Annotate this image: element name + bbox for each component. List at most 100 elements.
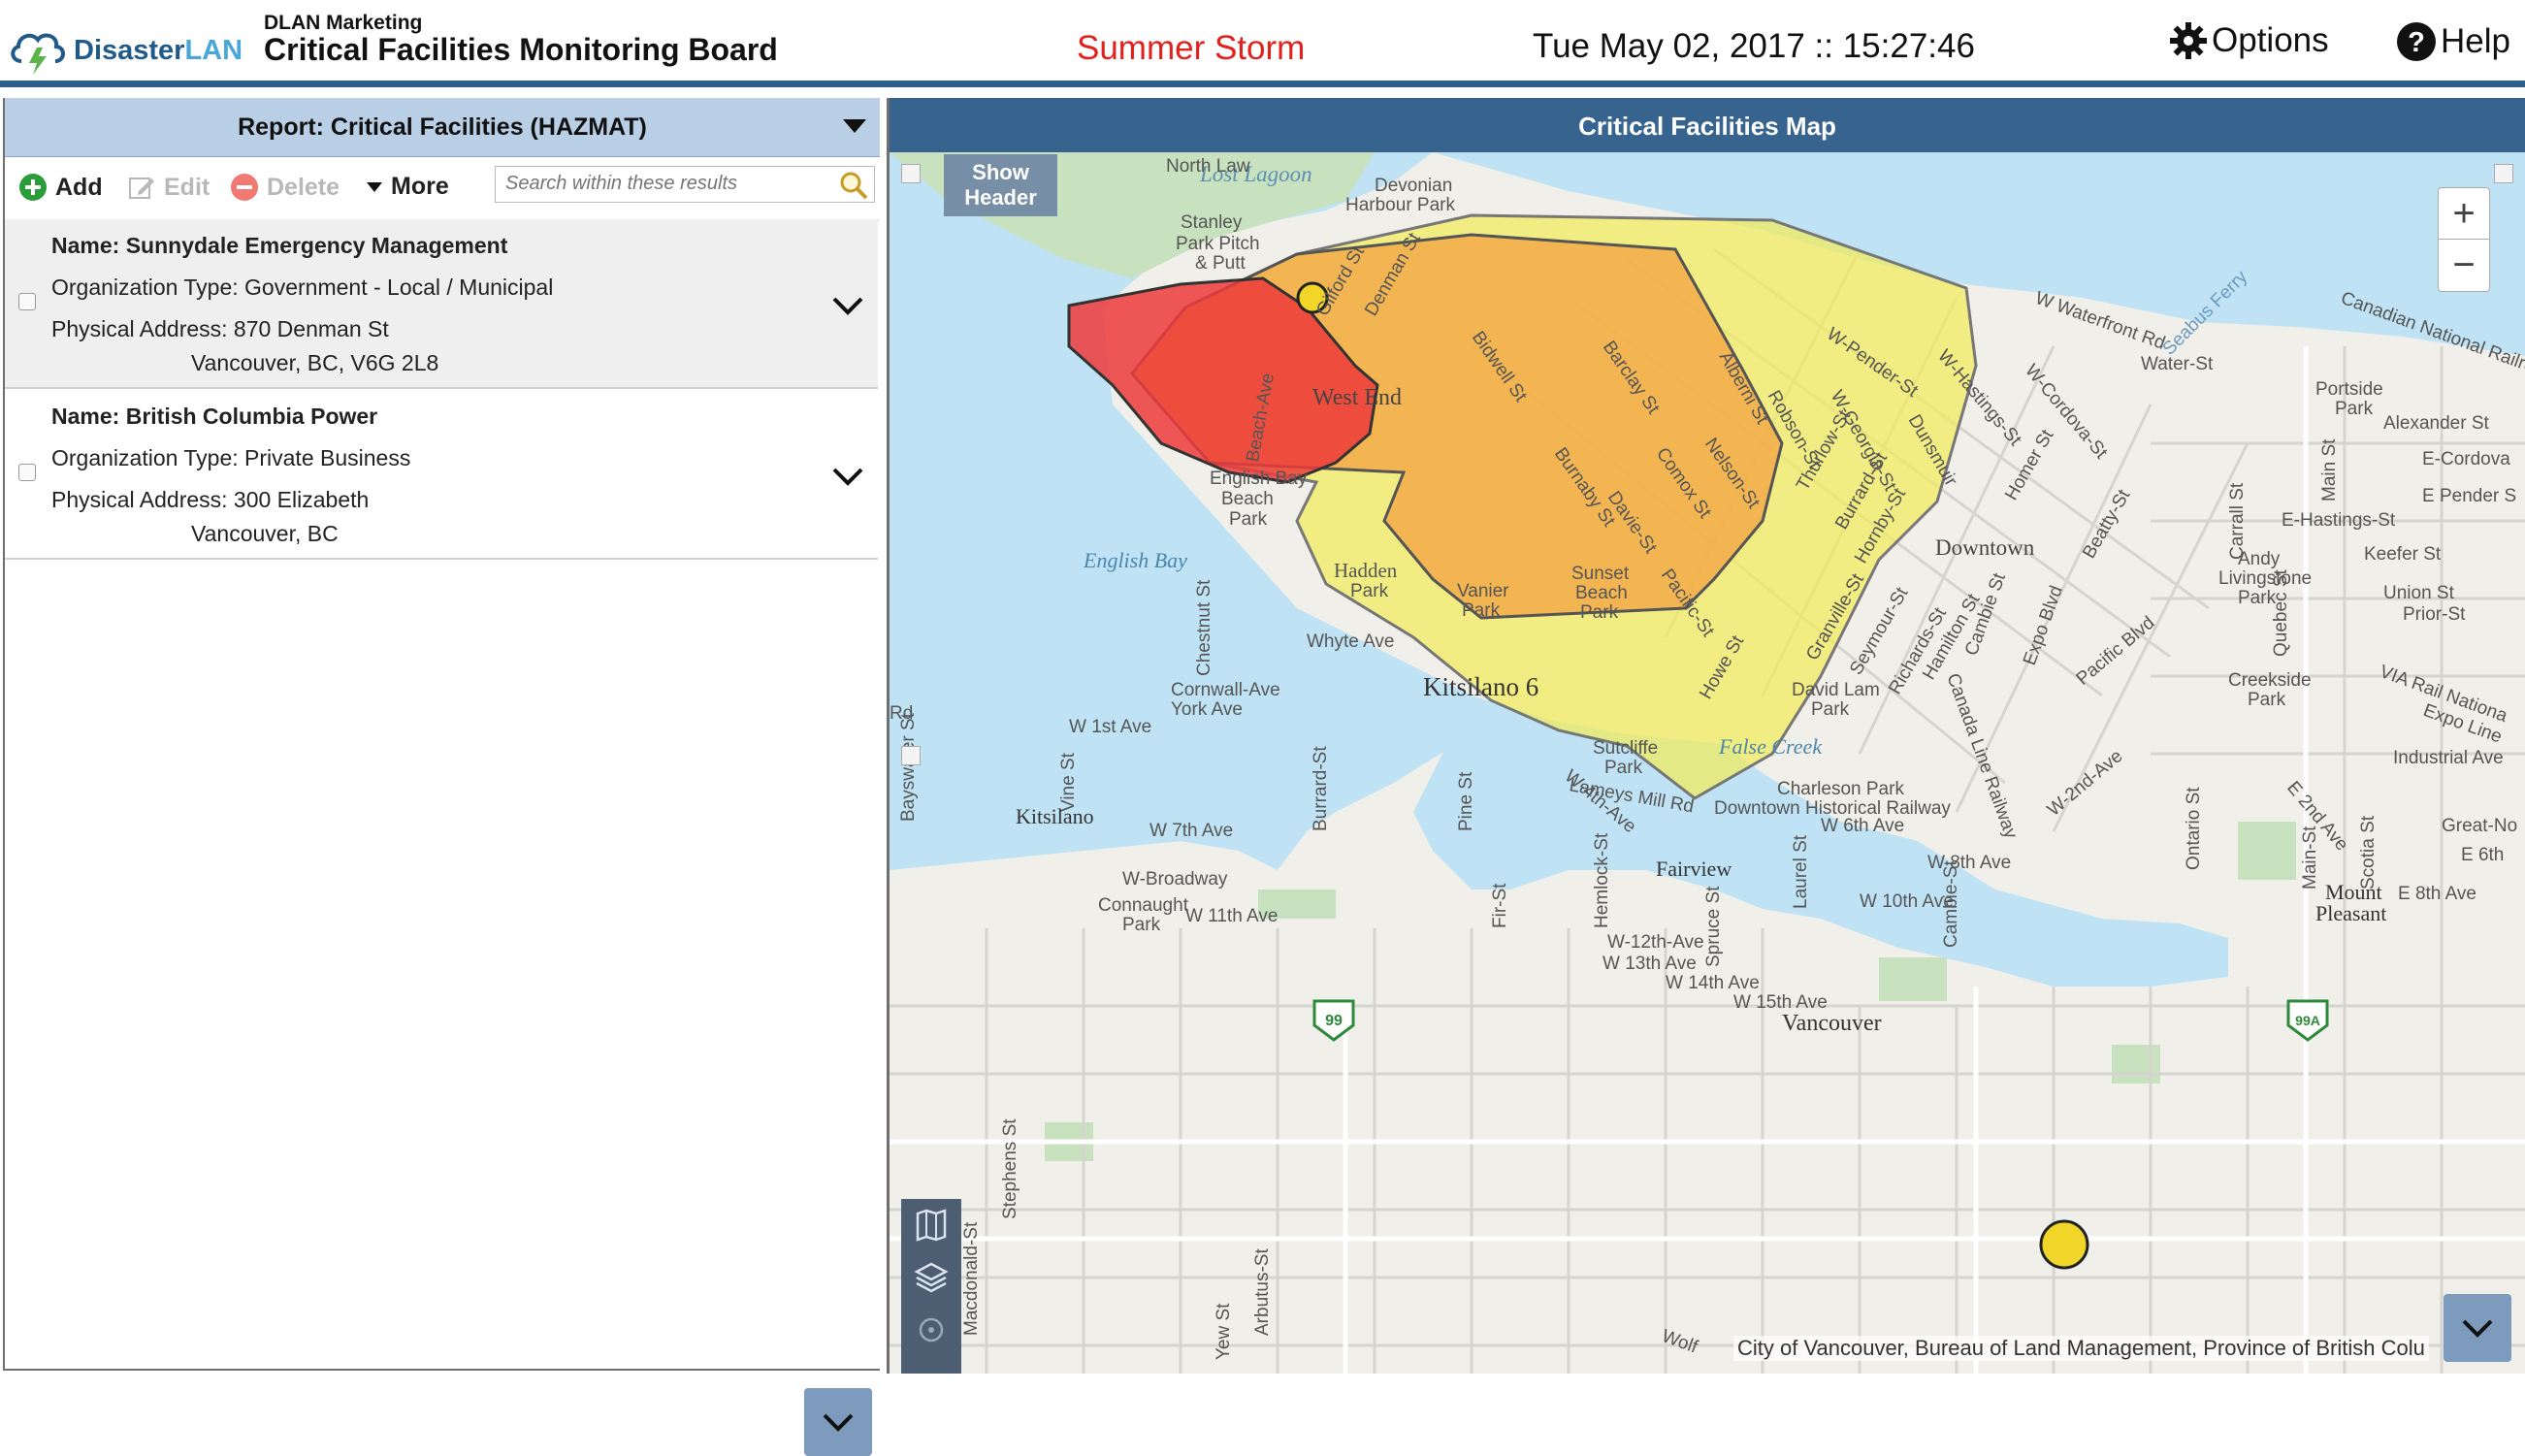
record-address: Physical Address: 300 Elizabeth [51, 487, 370, 512]
disasterlan-logo[interactable]: DisasterLAN [8, 21, 243, 80]
map-panel: Critical Facilities Map [887, 98, 2525, 1374]
zoom-in-button[interactable]: + [2452, 191, 2476, 235]
help-button[interactable]: ? Help [2396, 21, 2510, 62]
report-title: Report: Critical Facilities (HAZMAT) [238, 113, 647, 141]
svg-text:Cambie-St: Cambie-St [1941, 860, 1961, 948]
chevron-down-icon[interactable] [831, 466, 864, 487]
chevron-down-icon[interactable] [831, 295, 864, 316]
map-collapse-left-icon[interactable] [901, 164, 921, 183]
svg-text:West End: West End [1312, 385, 1402, 410]
report-dropdown-caret-icon[interactable] [843, 119, 866, 133]
svg-text:Pine St: Pine St [1456, 771, 1476, 831]
map-attribution: City of Vancouver, Bureau of Land Manage… [1733, 1336, 2429, 1361]
record-address: Physical Address: 870 Denman St [51, 316, 389, 341]
add-circle-icon [19, 174, 47, 201]
record-org-type: Organization Type: Private Business [51, 445, 411, 470]
svg-text:W 14th Ave: W 14th Ave [1666, 973, 1760, 993]
svg-text:E-Cordova: E-Cordova [2422, 449, 2510, 469]
record-row[interactable]: Name: Sunnydale Emergency Management Org… [5, 219, 878, 389]
organization-name: DLAN Marketing [264, 12, 423, 34]
caret-down-icon [367, 181, 382, 192]
record-row[interactable]: Name: British Columbia Power Organizatio… [5, 390, 878, 560]
svg-text:W 15th Ave: W 15th Ave [1733, 992, 1828, 1013]
chevron-down-icon [2462, 1319, 2493, 1338]
record-checkbox[interactable] [18, 464, 36, 481]
svg-text:E Pender S: E Pender S [2422, 486, 2516, 506]
record-checkbox[interactable] [18, 293, 36, 310]
basemap-button[interactable] [901, 1199, 961, 1251]
svg-text:Rd: Rd [890, 703, 913, 724]
delete-button[interactable]: Delete [230, 173, 340, 202]
svg-text:Portside: Portside [2315, 379, 2383, 400]
locate-button[interactable] [901, 1304, 961, 1356]
map-scroll-down-button[interactable] [2444, 1294, 2511, 1362]
svg-text:Whyte Ave: Whyte Ave [1307, 631, 1394, 652]
logo-text: DisasterLAN [74, 34, 243, 66]
chevron-down-icon [823, 1413, 854, 1432]
cloud-lightning-icon [11, 33, 65, 75]
svg-text:Laurel St: Laurel St [1791, 834, 1811, 909]
header-divider [0, 81, 2525, 87]
svg-text:Carrall St: Carrall St [2227, 482, 2248, 560]
options-label: Options [2212, 21, 2329, 59]
options-button[interactable]: Options [2169, 21, 2329, 60]
svg-text:Park Pitch: Park Pitch [1176, 234, 1260, 254]
facility-marker-bc-power[interactable] [2039, 1219, 2089, 1270]
highway-99-shield: 99 [1312, 999, 1355, 1042]
svg-text:W 11th Ave: W 11th Ave [1185, 906, 1278, 926]
svg-text:Industrial Ave: Industrial Ave [2393, 748, 2504, 768]
record-address-line2: Vancouver, BC [191, 521, 339, 546]
svg-text:W 6th Ave: W 6th Ave [1821, 816, 1904, 836]
svg-text:Main St: Main St [2319, 438, 2340, 502]
svg-text:Kitsilano: Kitsilano [1016, 804, 1094, 828]
svg-text:Union St: Union St [2383, 583, 2455, 603]
svg-text:W 8th Ave: W 8th Ave [1927, 853, 2011, 873]
edit-button[interactable]: Edit [127, 173, 210, 202]
facility-marker-sunnydale[interactable] [1296, 281, 1329, 314]
svg-text:Kitsilano 6: Kitsilano 6 [1423, 672, 1538, 701]
svg-text:Water-St: Water-St [2141, 354, 2214, 374]
svg-text:Lost Lagoon: Lost Lagoon [1199, 162, 1312, 186]
svg-text:Main-St: Main-St [2300, 825, 2320, 890]
svg-text:E 6th: E 6th [2461, 845, 2504, 865]
delete-circle-icon [231, 174, 258, 201]
svg-text:Park: Park [2238, 588, 2277, 608]
add-button[interactable]: Add [18, 173, 103, 202]
record-name: Name: Sunnydale Emergency Management [51, 233, 508, 258]
svg-text:Beach: Beach [1221, 489, 1274, 509]
svg-text:Mount: Mount [2325, 880, 2382, 904]
layers-button[interactable] [901, 1251, 961, 1304]
svg-text:Park: Park [1122, 915, 1161, 935]
map-expand-right-icon[interactable] [2494, 164, 2513, 183]
search-icon[interactable] [839, 171, 868, 200]
svg-text:Vancouver: Vancouver [1782, 1011, 1882, 1036]
svg-text:David Lam: David Lam [1792, 680, 1880, 700]
svg-text:Hadden: Hadden [1334, 559, 1398, 582]
svg-text:Pleasant: Pleasant [2315, 901, 2386, 925]
report-panel-header[interactable]: Report: Critical Facilities (HAZMAT) [5, 98, 880, 157]
svg-text:W-12th-Ave: W-12th-Ave [1607, 932, 1704, 953]
svg-text:Downtown: Downtown [1935, 535, 2035, 560]
svg-text:Hemlock-St: Hemlock-St [1592, 832, 1612, 928]
event-name[interactable]: Summer Storm [1077, 29, 1306, 67]
scroll-down-button[interactable] [804, 1388, 872, 1456]
svg-text:York Ave: York Ave [1171, 699, 1243, 720]
map-canvas[interactable]: 99 99A Lost Lagoon North Law Devonian Ha… [890, 152, 2525, 1374]
search-input[interactable] [496, 167, 835, 200]
edit-pencil-icon [129, 178, 154, 199]
svg-text:Devonian: Devonian [1375, 176, 1452, 196]
svg-text:Sutcliffe: Sutcliffe [1593, 738, 1658, 759]
more-menu-button[interactable]: More [366, 173, 449, 201]
record-address-line2: Vancouver, BC, V6G 2L8 [191, 350, 439, 375]
zoom-out-button[interactable]: − [2452, 243, 2476, 286]
map-side-arrow-icon[interactable] [901, 746, 921, 765]
crosshair-icon [919, 1317, 944, 1343]
report-panel: Report: Critical Facilities (HAZMAT) Add… [3, 98, 880, 1456]
svg-text:English Bay: English Bay [1210, 469, 1308, 489]
report-toolbar: Add Edit Delete More [5, 157, 880, 221]
svg-text:Fairview: Fairview [1656, 857, 1732, 881]
help-label: Help [2441, 22, 2510, 60]
svg-text:Stanley: Stanley [1181, 212, 1243, 233]
show-header-button[interactable]: Show Header [944, 154, 1057, 216]
hazard-zone-red[interactable] [1067, 276, 1379, 484]
